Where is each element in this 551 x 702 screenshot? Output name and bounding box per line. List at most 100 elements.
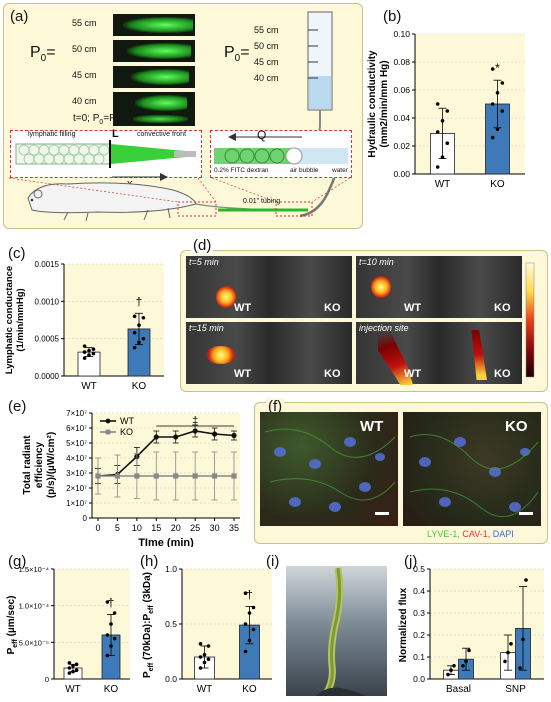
x-tick-label: 35 — [229, 523, 239, 533]
chart-e: 0 1×10⁷ 2×10⁷ 3×10⁷ 4×10⁷ 5×10⁷ 6×10⁷ 7×10⁷ 0 5 10… — [22, 409, 240, 547]
data-point — [82, 356, 87, 360]
data-point — [490, 102, 495, 106]
data-point — [153, 434, 159, 440]
data-point — [173, 434, 179, 440]
legend-label: WT — [120, 416, 134, 426]
cyl-tick-50: 50 cm — [254, 41, 279, 51]
data-point — [105, 633, 110, 637]
data-point — [211, 431, 218, 437]
significance-mark: † — [108, 595, 115, 609]
data-point — [440, 155, 445, 159]
panel-label-d: (d) — [191, 237, 214, 254]
y-tick-label: 0.3 — [413, 608, 425, 618]
x-tick-label: 15 — [151, 523, 161, 533]
legend-marker — [105, 418, 111, 424]
data-point — [251, 605, 256, 610]
data-point — [231, 432, 237, 439]
x-tick-label: 0 — [95, 523, 100, 533]
data-point — [518, 666, 522, 670]
data-point — [82, 350, 87, 354]
y-tick-label: 0.0015 — [35, 260, 60, 269]
data-point — [134, 473, 140, 479]
data-point — [67, 666, 72, 670]
y-tick-label: 2×10⁷ — [66, 484, 87, 493]
x-tick-label: SNP — [505, 684, 526, 695]
chart-c: 0.0000 0.0005 0.0010 0.0015 WT KO † Lymphatic c… — [4, 260, 164, 392]
lymphatic-filling-label: lymphatic filling — [28, 131, 76, 138]
data-point — [449, 668, 453, 672]
fitc-label: 0.2% FITC dextran — [214, 167, 269, 174]
data-point — [490, 135, 495, 140]
p0-label-right: P0= — [224, 44, 250, 65]
tubing-label: 0.01" tubing — [243, 198, 281, 205]
height-label-2: 45 cm — [72, 70, 97, 80]
hotspot-2 — [206, 346, 236, 364]
data-point — [243, 622, 248, 626]
chart-g: 0 5.0×10⁻⁵ 1.0×10⁻⁴ 1.5×10⁻⁴ WT KO † Peff (µm/s… — [6, 565, 130, 695]
x-tick-label: Basal — [446, 684, 471, 695]
significance-mark: * — [495, 61, 500, 75]
strip-glow-3 — [135, 95, 187, 111]
y-tick-label: 0.5 — [413, 565, 425, 574]
data-point — [440, 119, 445, 123]
strip-glow-0 — [123, 17, 193, 33]
data-point — [446, 672, 450, 677]
tile-wt-1: WT — [404, 302, 422, 314]
panel-label-a: (a) — [10, 8, 29, 25]
water-label: water — [332, 167, 348, 174]
y-tick-label: 0.0 — [413, 674, 425, 684]
y-tick-label: 5.0×10⁻⁵ — [19, 638, 49, 647]
strip-t0 — [113, 112, 195, 126]
y-axis-label: Peff (70kDa):Peff (3kDa) — [142, 572, 155, 678]
imaging-tile-1: t=10 min WT KO — [356, 256, 522, 318]
data-point — [67, 661, 72, 665]
cyl-tick-40: 40 cm — [254, 73, 279, 83]
x-tick-label: KO — [242, 684, 257, 695]
panel-label-c: (c) — [8, 245, 26, 262]
micro-ko-label: KO — [505, 418, 528, 435]
y-tick-label: 0.2 — [413, 630, 425, 640]
y-tick-label: 0.0010 — [35, 297, 60, 306]
data-point — [452, 664, 456, 668]
data-point — [521, 637, 525, 642]
y-tick-label: 0.0000 — [35, 372, 60, 381]
significance-mark: † — [246, 587, 253, 601]
data-point — [247, 638, 252, 643]
data-point — [91, 351, 96, 356]
data-point — [132, 330, 137, 335]
panel-label-h: (h) — [140, 553, 159, 570]
height-label-1: 50 cm — [72, 44, 97, 54]
data-point — [198, 655, 203, 659]
y-tick-label: 1×10⁷ — [66, 499, 87, 508]
data-point — [243, 591, 248, 595]
data-point — [211, 473, 218, 479]
data-point — [500, 81, 505, 85]
tile-time-0: t=5 min — [189, 257, 219, 267]
tile-ko-1: KO — [494, 302, 511, 314]
tile-wt-2: WT — [234, 368, 252, 380]
tile-ko-2: KO — [324, 368, 341, 380]
y-tick-label: 0.0005 — [35, 335, 60, 344]
legend-marker — [105, 429, 111, 435]
data-point — [109, 622, 113, 626]
panel-label-f: (f) — [266, 398, 285, 415]
stain-legend: LYVE-1, CAV-1, DAPI — [427, 529, 514, 539]
x-tick-label: WT — [197, 684, 213, 695]
data-point — [132, 314, 137, 319]
y-tick-label: 0.00 — [393, 169, 410, 179]
x-axis-label: TIme (min) — [138, 537, 194, 547]
data-point — [91, 347, 96, 351]
cyl-tick-55: 55 cm — [254, 25, 279, 35]
chart-j: 0.0 0.1 0.2 0.3 0.4 0.5 Basal SNP Normalized flu… — [398, 565, 544, 695]
data-point — [464, 659, 468, 664]
significance-mark: ‡ — [192, 415, 198, 427]
data-point — [445, 109, 450, 113]
strip-3 — [113, 92, 195, 114]
data-point — [206, 644, 211, 648]
data-point — [506, 650, 510, 655]
chart-b: 0.00 0.02 0.04 0.06 0.08 0.10 WT KO * Hydraulic c… — [367, 30, 525, 190]
y-tick-label: 0.4 — [413, 586, 425, 596]
hotspot-ko — [471, 330, 487, 380]
y-tick-label: 0.5 — [165, 619, 177, 629]
x-tick-label: KO — [104, 684, 119, 695]
